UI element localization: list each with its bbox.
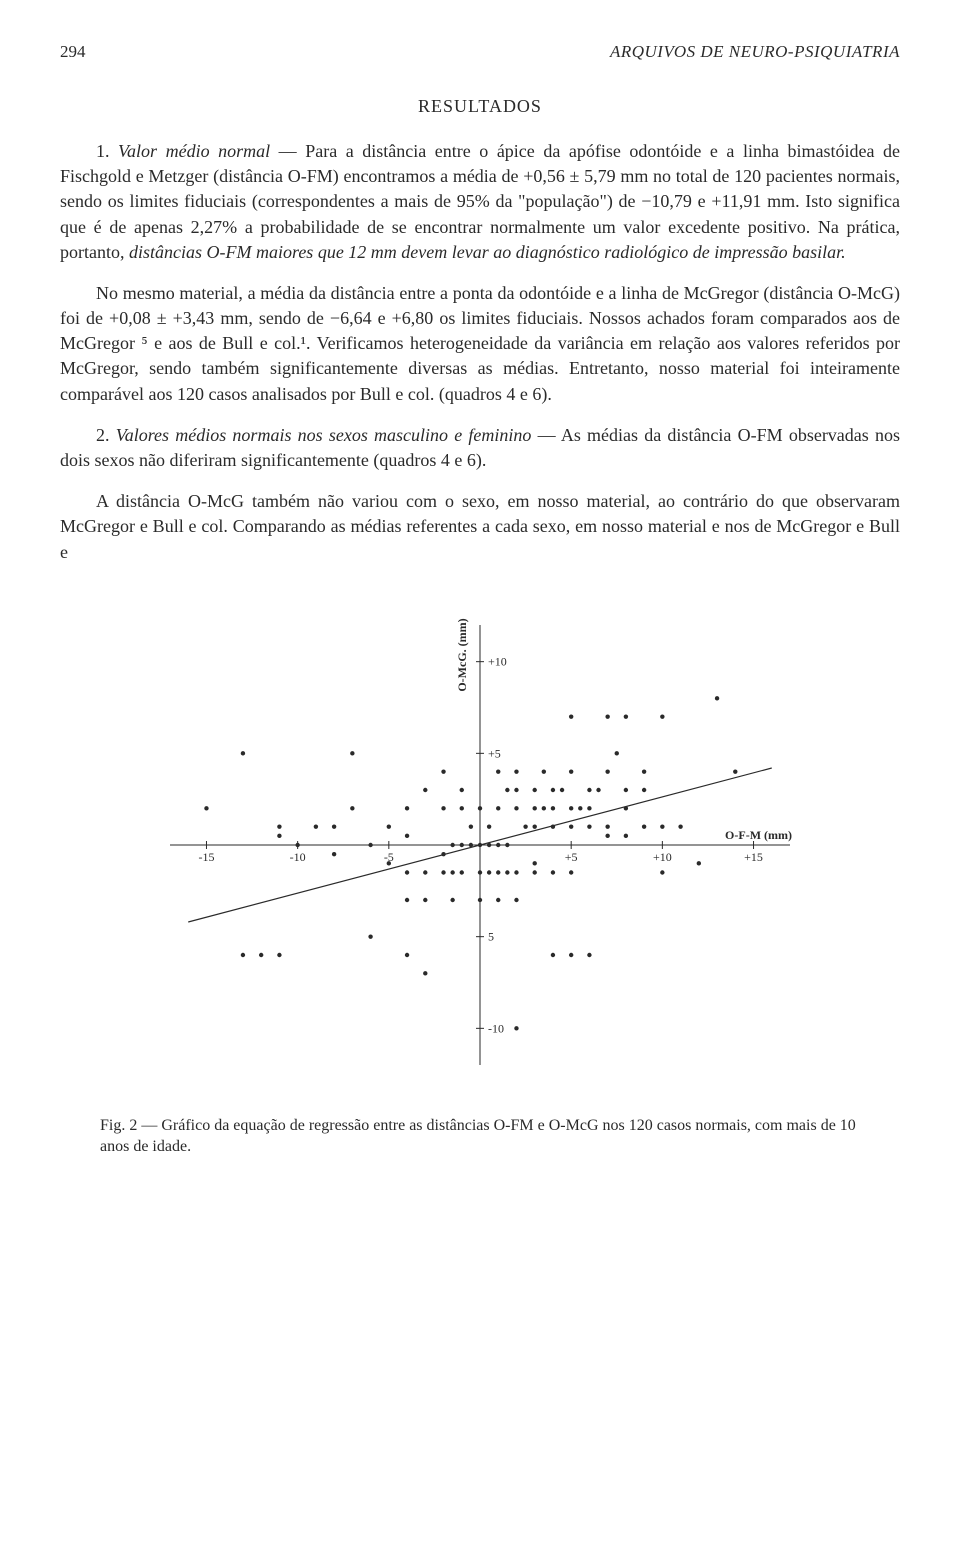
item-number: 2.: [96, 425, 110, 445]
svg-text:-15: -15: [198, 850, 214, 864]
p1-conclusion-italic: distâncias O-FM maiores que 12 mm devem …: [129, 242, 846, 262]
svg-text:5: 5: [488, 929, 494, 943]
svg-text:O-McG. (mm): O-McG. (mm): [455, 618, 469, 691]
paragraph-3: 2. Valores médios normais nos sexos masc…: [60, 423, 900, 473]
svg-text:+5: +5: [565, 850, 578, 864]
item-number: 1.: [96, 141, 110, 161]
p3-lead-italic: Valores médios normais nos sexos masculi…: [116, 425, 532, 445]
figure-caption: Fig. 2 — Gráfico da equação de regressão…: [100, 1115, 860, 1158]
paragraph-1: 1. Valor médio normal — Para a distância…: [60, 139, 900, 265]
scatter-chart: -15-10-5+5+10+15-105+5+10O-F-M (mm)O-McG…: [60, 585, 900, 1105]
svg-text:+10: +10: [653, 850, 672, 864]
journal-title: ARQUIVOS DE NEURO-PSIQUIATRIA: [610, 40, 900, 64]
svg-text:+15: +15: [744, 850, 763, 864]
page-number: 294: [60, 40, 86, 64]
paragraph-4: A distância O-McG também não variou com …: [60, 489, 900, 565]
page-header: 294 ARQUIVOS DE NEURO-PSIQUIATRIA: [60, 40, 900, 64]
svg-text:O-F-M (mm): O-F-M (mm): [725, 828, 792, 842]
chart-svg: -15-10-5+5+10+15-105+5+10O-F-M (mm)O-McG…: [130, 585, 830, 1105]
section-heading: RESULTADOS: [60, 94, 900, 119]
paragraph-2: No mesmo material, a média da distância …: [60, 281, 900, 407]
svg-text:-10: -10: [290, 850, 306, 864]
p1-lead-italic: Valor médio normal: [118, 141, 270, 161]
svg-text:+10: +10: [488, 654, 507, 668]
svg-text:+5: +5: [488, 746, 501, 760]
svg-text:-10: -10: [488, 1021, 504, 1035]
